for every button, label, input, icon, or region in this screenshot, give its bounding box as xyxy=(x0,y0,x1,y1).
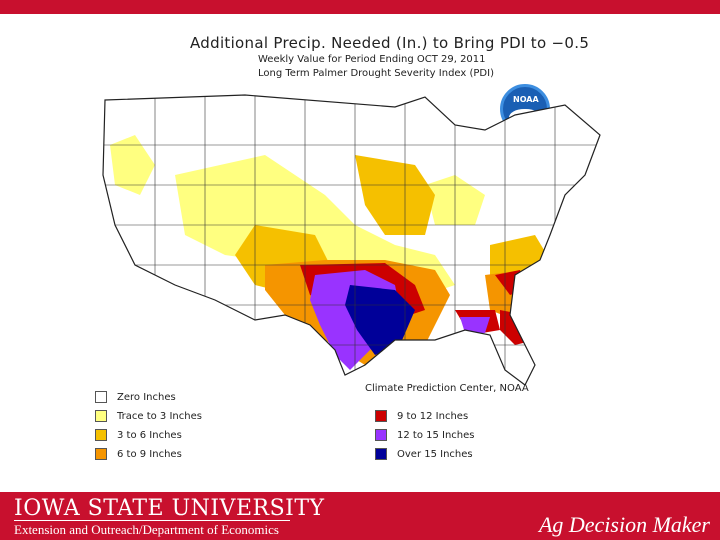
legend-label: 3 to 6 Inches xyxy=(117,429,182,441)
wordmark-underline xyxy=(14,520,290,521)
legend-item: 9 to 12 Inches xyxy=(375,409,468,423)
map-index-label: Long Term Palmer Drought Severity Index … xyxy=(258,68,494,79)
legend-swatch xyxy=(375,448,387,460)
trace-region-northwest xyxy=(110,135,155,195)
map-subtitle: Weekly Value for Period Ending OCT 29, 2… xyxy=(258,54,486,65)
legend-label: 9 to 12 Inches xyxy=(397,410,469,422)
us-outline xyxy=(102,94,601,385)
map-title: Additional Precip. Needed (In.) to Bring… xyxy=(190,34,590,52)
legend-swatch xyxy=(375,410,387,422)
us-drought-map xyxy=(102,94,601,385)
department-text: Extension and Outreach/Department of Eco… xyxy=(14,522,279,537)
legend-label: Over 15 Inches xyxy=(397,448,473,460)
legend-item: 6 to 9 Inches xyxy=(95,447,182,461)
legend-swatch xyxy=(375,429,387,441)
legend-swatch xyxy=(95,410,107,422)
legend-label: 12 to 15 Inches xyxy=(397,429,475,441)
program-wordmark: Ag Decision Maker xyxy=(538,512,710,537)
top-accent-bar xyxy=(0,0,720,14)
legend-swatch xyxy=(95,391,107,403)
university-wordmark: IOWA STATE UNIVERSITY xyxy=(14,496,325,521)
over-fifteen-texas xyxy=(345,285,415,355)
legend-label: Zero Inches xyxy=(117,391,176,403)
legend-item: Over 15 Inches xyxy=(375,447,473,461)
legend-item: 3 to 6 Inches xyxy=(95,428,182,442)
map-credit: Climate Prediction Center, NOAA xyxy=(365,383,529,394)
noaa-logo-text: NOAA xyxy=(513,95,539,104)
legend-item: Zero Inches xyxy=(95,390,176,404)
legend-label: Trace to 3 Inches xyxy=(117,410,202,422)
legend-item: Trace to 3 Inches xyxy=(95,409,202,423)
legend-label: 6 to 9 Inches xyxy=(117,448,182,460)
three-to-six-plains xyxy=(355,155,435,235)
legend-item: 12 to 15 Inches xyxy=(375,428,475,442)
twelve-to-fifteen-gulf xyxy=(460,317,490,333)
legend-swatch xyxy=(95,429,107,441)
footer-bar xyxy=(0,492,720,540)
legend-swatch xyxy=(95,448,107,460)
